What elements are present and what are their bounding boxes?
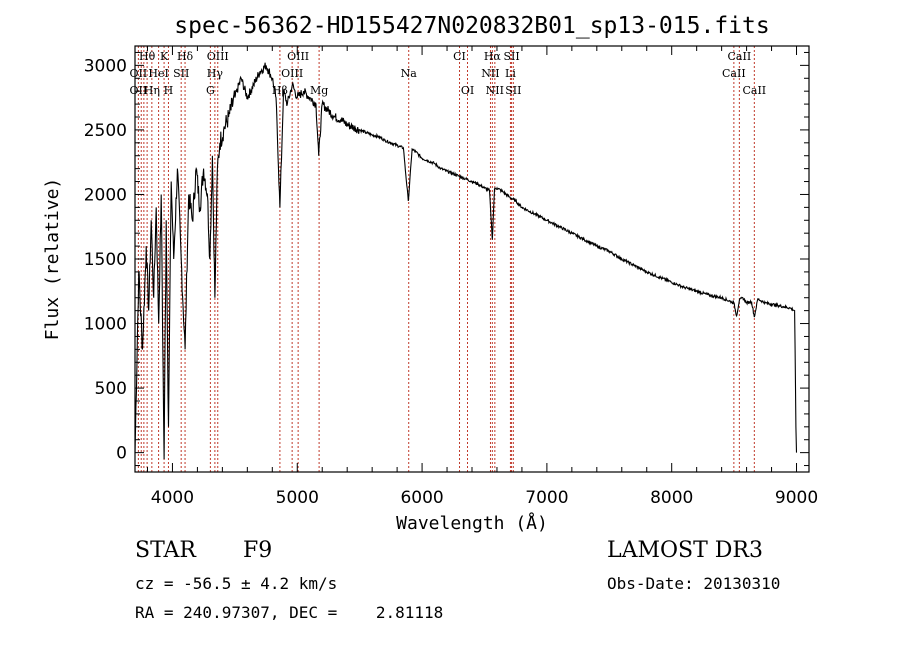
observation-date: Obs-Date: 20130310	[607, 574, 781, 593]
line-label: Hα	[484, 50, 502, 63]
y-tick-label: 1500	[84, 250, 127, 270]
y-tick-label: 1000	[84, 315, 127, 335]
line-label: SII	[505, 84, 521, 97]
line-label: NII	[481, 67, 499, 80]
line-label: SII	[173, 67, 189, 80]
y-tick-label: 500	[95, 379, 127, 399]
y-tick-label: 0	[116, 444, 127, 464]
line-label: Mg	[310, 84, 328, 97]
axis-tick-labels: 4000 5000 6000 7000 8000 9000 0 500 1000 1500 2000…	[84, 56, 818, 508]
x-tick-label: 7000	[525, 488, 568, 508]
line-label: H	[164, 84, 174, 97]
line-label: CI	[453, 50, 466, 63]
x-tick-label: 8000	[650, 488, 693, 508]
line-label: OIII	[207, 50, 229, 63]
line-label: Hθ	[139, 50, 156, 63]
x-tick-label: 4000	[151, 488, 194, 508]
line-label: Hδ	[177, 50, 194, 63]
plot-frame	[134, 45, 810, 473]
x-axis-label: Wavelength (Å)	[396, 512, 548, 534]
redshift-readout: cz = -56.5 ± 4.2 km/s	[135, 574, 338, 593]
line-label: Li	[505, 67, 516, 80]
y-tick-label: 2000	[84, 185, 127, 205]
y-tick-label: 3000	[84, 56, 127, 76]
line-label: G	[206, 84, 215, 97]
line-label: OIII	[287, 50, 309, 63]
survey-name: LAMOST DR3	[607, 538, 763, 563]
line-label: OII	[130, 67, 148, 80]
line-label: OI	[461, 84, 474, 97]
x-tick-label: 6000	[400, 488, 443, 508]
y-tick-label: 2500	[84, 121, 127, 141]
line-label: CaII	[728, 50, 752, 63]
line-label: OII	[130, 84, 148, 97]
emission-line-markers	[137, 46, 755, 472]
line-label: NII	[486, 84, 504, 97]
flux-series-line	[134, 62, 798, 460]
line-label: Hγ	[207, 67, 224, 80]
x-tick-label: 9000	[775, 488, 818, 508]
coordinates-readout: RA = 240.97307, DEC = 2.81118	[135, 603, 444, 622]
line-label: SII	[503, 50, 519, 63]
spectral-subclass: F9	[243, 538, 273, 563]
line-label: K	[160, 50, 169, 63]
line-label: OIII	[281, 67, 303, 80]
axis-ticks	[135, 46, 809, 472]
line-label: CaII	[742, 84, 766, 97]
line-label: Hη	[144, 84, 160, 97]
y-axis-label: Flux (relative)	[42, 178, 63, 341]
x-tick-label: 5000	[276, 488, 319, 508]
line-label: Na	[401, 67, 418, 80]
object-class: STAR	[135, 538, 196, 563]
line-label: HeI	[148, 67, 168, 80]
chart-title: spec-56362-HD155427N020832B01_sp13-015.f…	[174, 13, 769, 39]
line-label: CaII	[722, 67, 746, 80]
